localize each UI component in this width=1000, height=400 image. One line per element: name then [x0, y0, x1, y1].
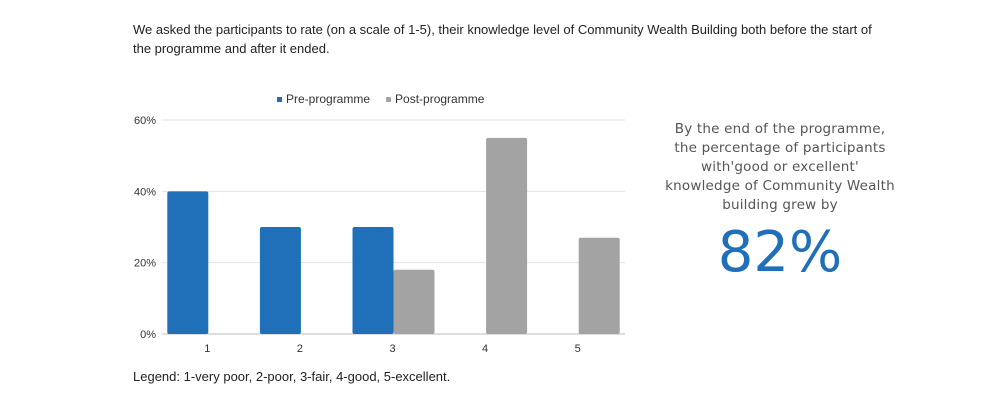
bar-pre-2 — [259, 227, 301, 334]
bar-pre-3 — [352, 227, 394, 334]
x-tick-label: 4 — [482, 343, 488, 355]
bars — [167, 137, 620, 334]
x-tick-label: 5 — [575, 343, 581, 355]
y-tick-label: 40% — [134, 186, 156, 198]
gridlines — [162, 119, 625, 335]
legend-swatch — [277, 97, 282, 102]
x-tick-label: 3 — [389, 343, 395, 355]
y-tick-label: 0% — [140, 329, 156, 341]
intro-text: We asked the participants to rate (on a … — [133, 22, 872, 56]
legend-label: Post-programme — [395, 92, 485, 106]
legend-swatch — [386, 97, 392, 102]
chart-legend: Pre-programme Post-programme — [277, 92, 485, 106]
legend-label: Pre-programme — [286, 92, 370, 106]
callout-text: By the end of the programme, the percent… — [665, 121, 895, 213]
x-axis-ticks: 1 2 3 4 5 — [204, 343, 581, 355]
scale-legend-note: Legend: 1-very poor, 2-poor, 3-fair, 4-g… — [133, 369, 451, 384]
summary-callout: By the end of the programme, the percent… — [665, 120, 895, 283]
bar-post-5 — [578, 237, 620, 334]
bar-post-3 — [393, 269, 435, 334]
bar-pre-1 — [167, 191, 209, 334]
y-tick-label: 60% — [134, 115, 156, 127]
x-tick-label: 1 — [204, 343, 210, 355]
x-tick-label: 2 — [297, 343, 303, 355]
callout-stat: 82% — [717, 220, 843, 285]
y-tick-label: 20% — [134, 258, 156, 270]
bar-chart: Pre-programme Post-programme 0%20%40%60% … — [134, 92, 625, 355]
y-axis-ticks: 0% 20% 40% 60% — [134, 115, 156, 341]
bar-post-4 — [486, 137, 528, 334]
